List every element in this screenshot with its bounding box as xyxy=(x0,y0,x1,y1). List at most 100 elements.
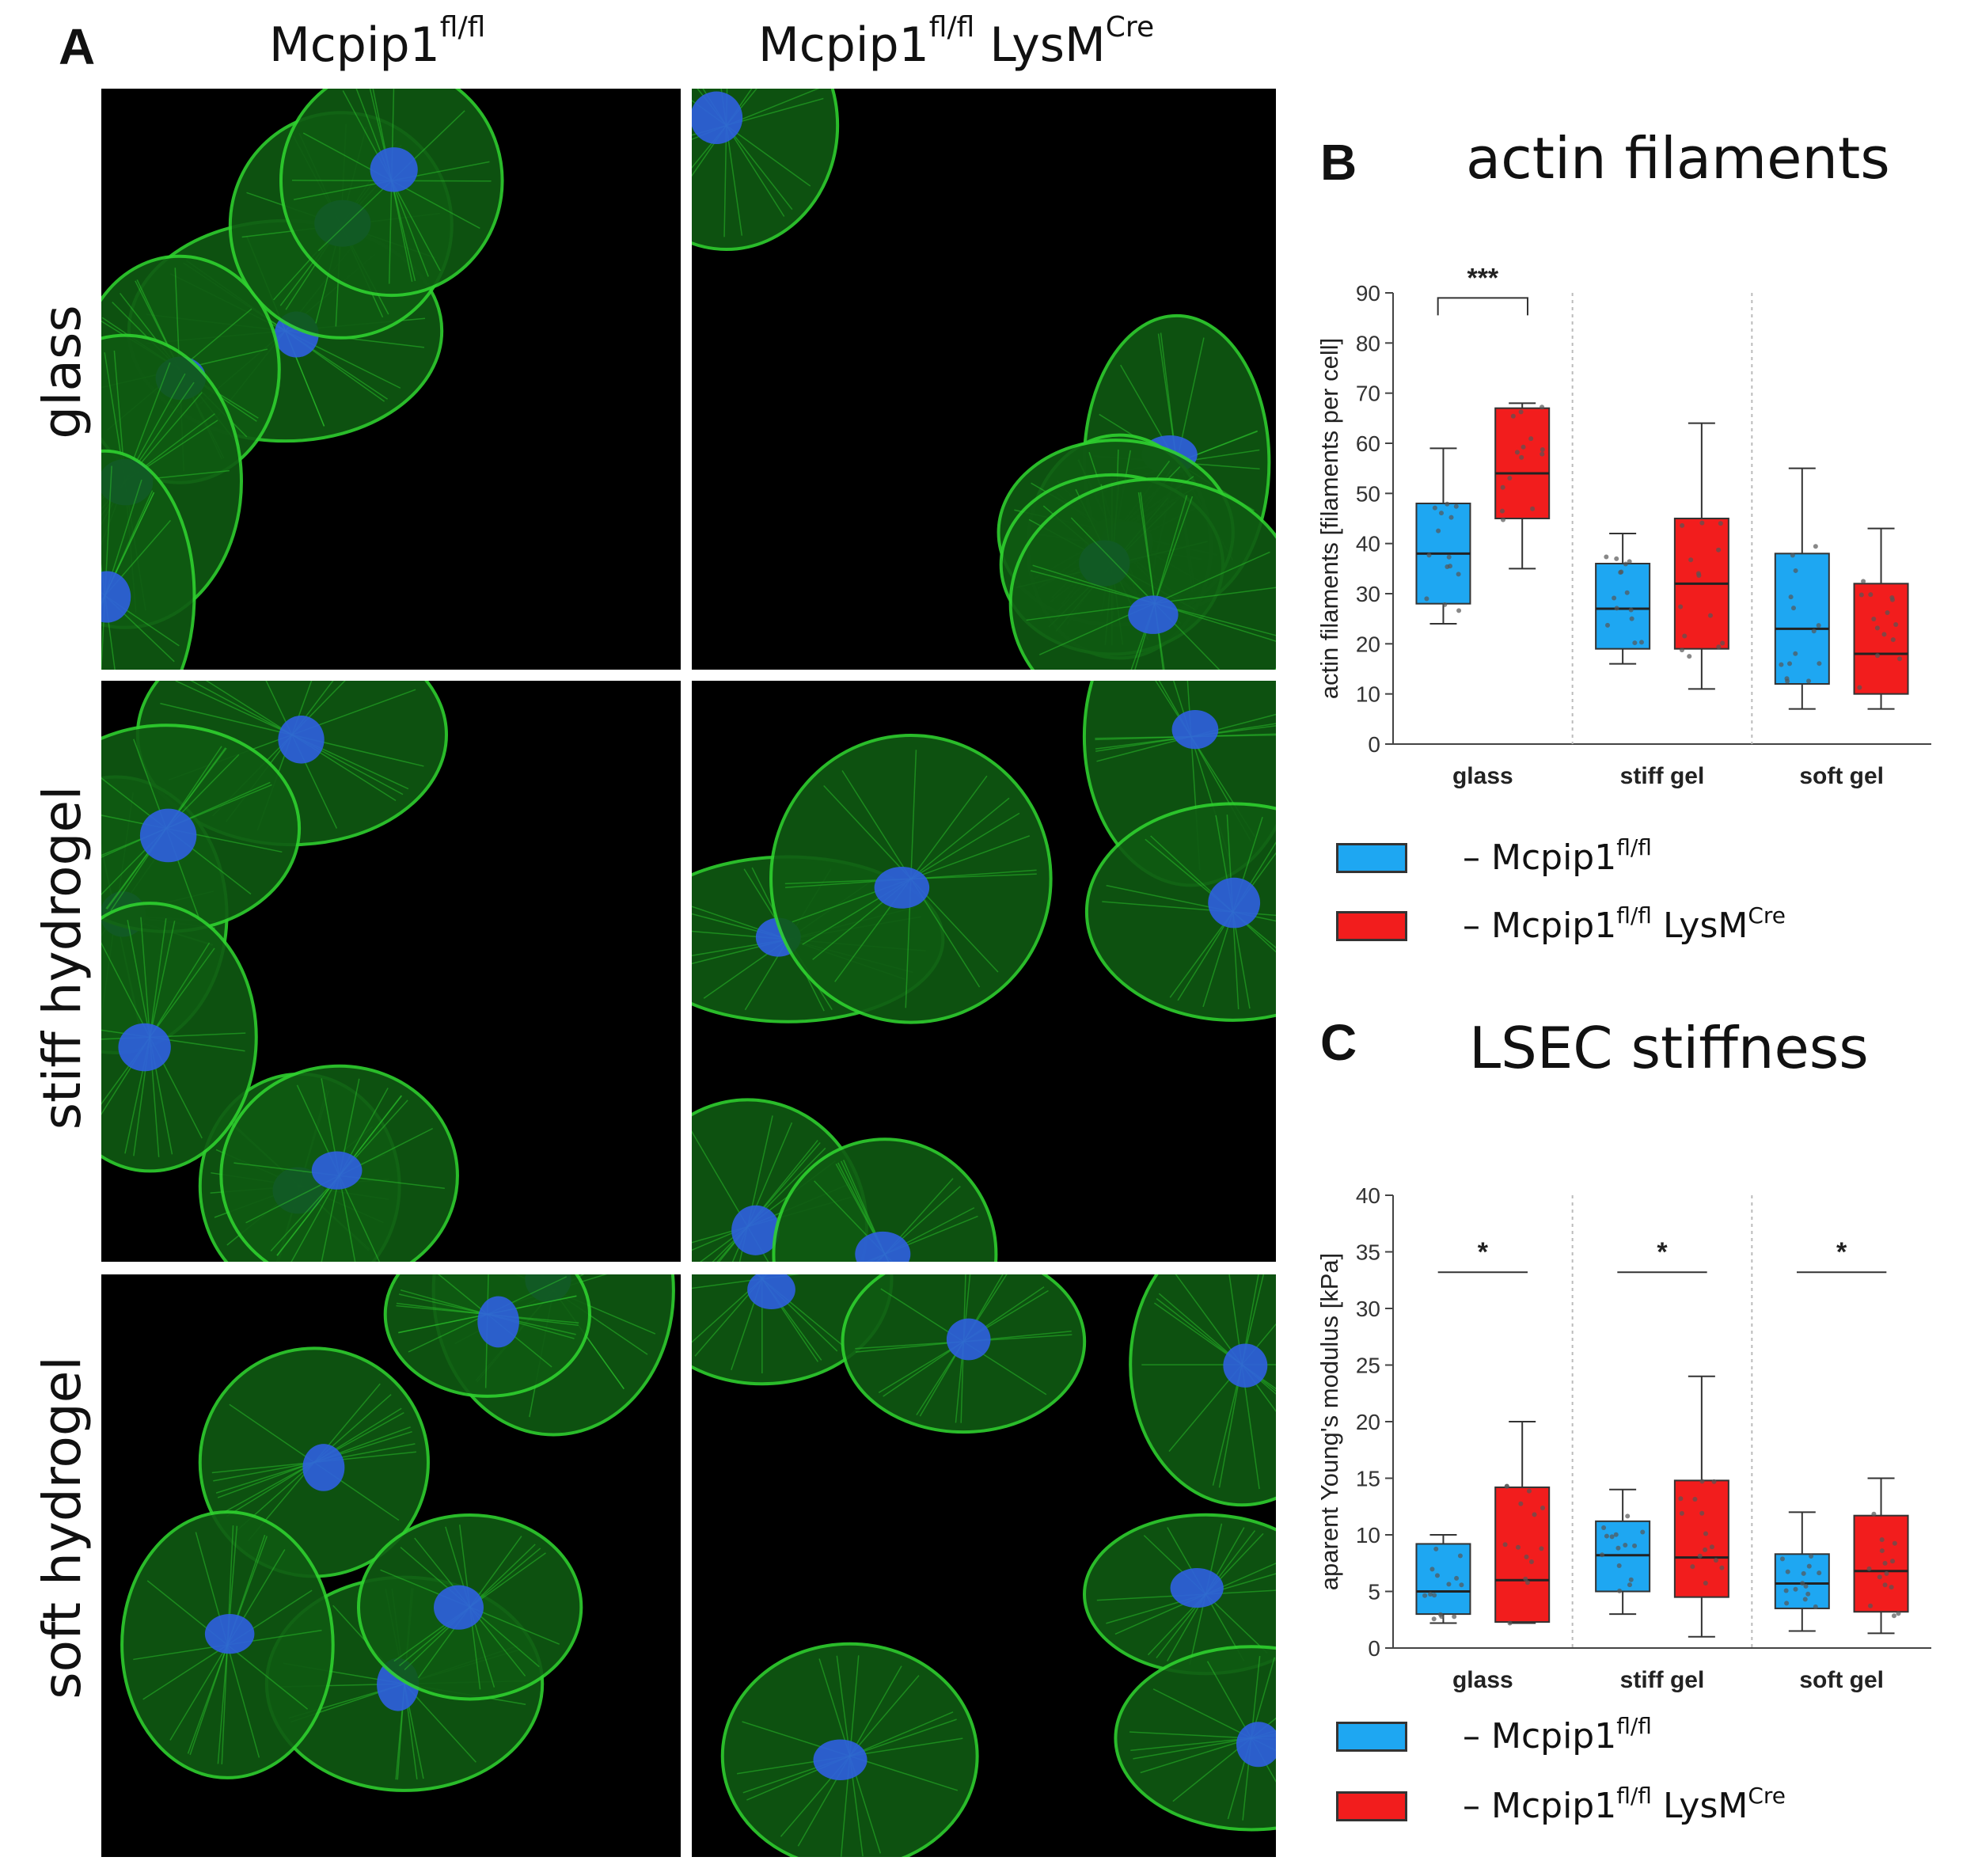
data-point xyxy=(1532,1512,1537,1517)
data-point xyxy=(1785,678,1790,684)
data-point xyxy=(1680,522,1685,528)
y-axis-title: actin filaments [filaments per cell] xyxy=(1316,338,1343,700)
y-tick-label: 40 xyxy=(1356,532,1380,556)
box xyxy=(1853,583,1909,695)
data-point xyxy=(1720,640,1726,646)
nucleus xyxy=(477,1296,519,1348)
data-point xyxy=(1640,1529,1646,1535)
data-point xyxy=(1688,557,1694,563)
data-point xyxy=(1628,1577,1634,1582)
micrograph-glass-control xyxy=(101,89,681,670)
y-axis-title: aparent Young's modulus [kPa] xyxy=(1316,1253,1343,1590)
data-point xyxy=(1518,409,1524,415)
data-point xyxy=(1604,1533,1609,1539)
cell-body xyxy=(101,449,196,670)
row-label-glass: glass xyxy=(32,305,93,439)
data-point xyxy=(1892,1540,1897,1546)
data-point xyxy=(1790,606,1796,611)
box-plot xyxy=(1494,402,1551,570)
data-point xyxy=(1521,444,1526,450)
data-point xyxy=(1454,1575,1460,1581)
data-point xyxy=(1679,1510,1684,1516)
cell-body xyxy=(1084,802,1276,1022)
cell xyxy=(219,1064,459,1262)
cell xyxy=(692,1274,894,1386)
category-label: soft gel xyxy=(1799,1667,1884,1693)
data-point xyxy=(1882,1560,1888,1566)
data-point xyxy=(1871,616,1877,621)
data-point xyxy=(1445,564,1450,569)
data-point xyxy=(1624,590,1630,595)
panel-b-title: actin filaments xyxy=(1466,125,1890,192)
y-tick-label: 30 xyxy=(1356,582,1380,606)
data-point xyxy=(1614,606,1619,611)
data-point xyxy=(1523,1576,1528,1582)
y-tick-label: 30 xyxy=(1356,1297,1380,1321)
data-point xyxy=(1632,640,1638,646)
box-plot xyxy=(1494,1421,1551,1626)
data-point xyxy=(1874,653,1880,659)
nucleus xyxy=(370,147,418,192)
y-tick-label: 0 xyxy=(1368,732,1380,757)
data-point xyxy=(1877,1574,1882,1580)
data-point xyxy=(1806,1563,1812,1569)
box-plot xyxy=(1673,1375,1729,1638)
category-label: glass xyxy=(1452,1667,1513,1693)
y-tick-label: 50 xyxy=(1356,481,1380,506)
data-point xyxy=(1695,571,1701,576)
data-point xyxy=(1816,623,1821,628)
data-point xyxy=(1800,1581,1805,1586)
legend-label-knockout: – Mcpip1fl/fl LysMCre xyxy=(1463,902,1786,946)
cell-body xyxy=(1008,477,1276,670)
data-point xyxy=(1716,644,1722,650)
cell xyxy=(383,1274,591,1398)
data-point xyxy=(1613,1532,1619,1537)
nucleus xyxy=(1208,877,1261,929)
legend-label-control: – Mcpip1fl/fl xyxy=(1463,1713,1652,1756)
data-point xyxy=(1501,517,1506,522)
data-point xyxy=(1524,1554,1529,1559)
cell xyxy=(1114,1645,1276,1832)
data-point xyxy=(1540,1506,1546,1511)
y-tick-label: 70 xyxy=(1356,382,1380,406)
data-point xyxy=(1868,592,1874,598)
data-point xyxy=(1436,528,1441,534)
y-tick-label: 40 xyxy=(1356,1183,1380,1208)
data-point xyxy=(1897,656,1903,662)
data-point xyxy=(1528,436,1534,442)
data-point xyxy=(1500,484,1505,490)
data-point xyxy=(1703,1547,1708,1552)
y-tick-label: 20 xyxy=(1356,1410,1380,1434)
data-point xyxy=(1431,1616,1437,1622)
data-point xyxy=(1871,1511,1877,1517)
cell xyxy=(1129,1274,1276,1507)
box-plot xyxy=(1415,1534,1471,1624)
cell xyxy=(772,1137,998,1262)
cell-body xyxy=(1114,1645,1276,1832)
data-point xyxy=(1885,610,1890,615)
data-point xyxy=(1530,506,1536,511)
data-point xyxy=(1709,1544,1714,1550)
data-point xyxy=(1879,1548,1885,1554)
data-point xyxy=(1718,521,1723,526)
panel-b-legend-knockout: – Mcpip1fl/fl LysMCre xyxy=(1336,902,1786,946)
nucleus xyxy=(101,571,131,623)
cell-body xyxy=(1129,1274,1276,1507)
significance-label: * xyxy=(1478,1237,1489,1267)
data-point xyxy=(1499,508,1505,514)
data-point xyxy=(1874,625,1880,631)
data-point xyxy=(1539,447,1545,453)
nucleus xyxy=(204,1614,255,1654)
y-tick-label: 15 xyxy=(1356,1467,1380,1491)
y-tick-label: 0 xyxy=(1368,1636,1380,1661)
data-point xyxy=(1524,1580,1530,1585)
cell-body xyxy=(101,902,258,1173)
data-point xyxy=(1439,511,1445,516)
data-point xyxy=(1504,1483,1509,1489)
panel-a-letter: A xyxy=(59,18,96,75)
panel-c-title: LSEC stiffness xyxy=(1469,1015,1869,1081)
data-point xyxy=(1539,1546,1544,1551)
data-point xyxy=(1528,1559,1534,1564)
data-point xyxy=(1703,1581,1708,1586)
box-plot xyxy=(1415,447,1471,625)
